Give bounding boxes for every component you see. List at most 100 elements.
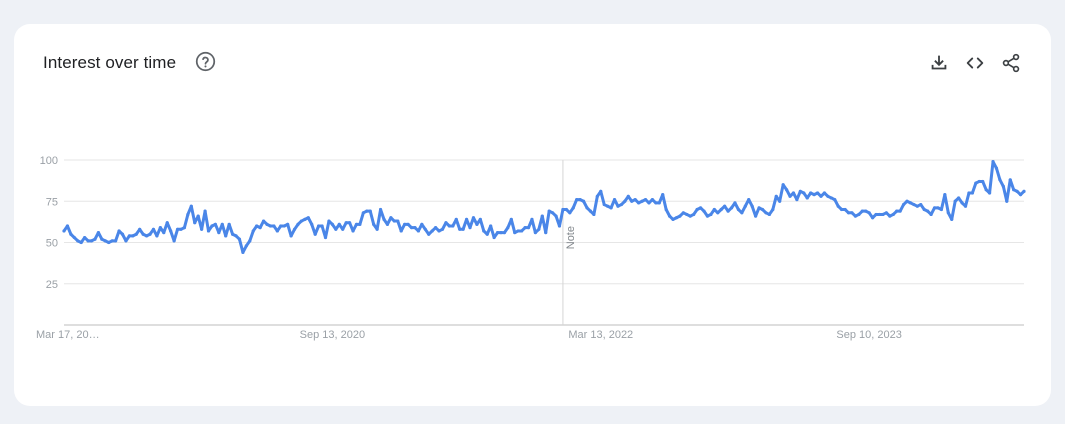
data-point xyxy=(330,222,334,226)
data-point xyxy=(908,201,913,205)
data-point xyxy=(303,217,307,221)
x-tick-label: Mar 17, 20… xyxy=(36,329,100,341)
data-point xyxy=(354,222,359,226)
data-point xyxy=(389,216,393,220)
data-point xyxy=(334,227,338,231)
data-point xyxy=(365,209,369,213)
data-point xyxy=(268,224,273,228)
data-point xyxy=(957,196,961,200)
data-point xyxy=(764,211,768,215)
data-point xyxy=(974,181,978,185)
share-icon[interactable] xyxy=(1000,52,1022,74)
data-point xyxy=(440,227,445,231)
data-point xyxy=(110,239,114,243)
data-point xyxy=(1018,193,1023,197)
data-point xyxy=(895,209,899,213)
data-point xyxy=(1008,178,1012,182)
data-point xyxy=(165,221,169,225)
data-point xyxy=(712,207,716,212)
data-point xyxy=(203,209,207,213)
y-tick-label: 100 xyxy=(40,155,58,167)
data-point xyxy=(69,232,73,236)
data-point xyxy=(815,191,820,195)
data-point xyxy=(76,239,80,243)
help-circle-icon[interactable] xyxy=(195,51,216,72)
data-point xyxy=(434,226,438,230)
data-point xyxy=(698,206,703,210)
data-point xyxy=(877,212,882,217)
data-point xyxy=(929,212,933,217)
data-point xyxy=(520,229,524,233)
data-point xyxy=(244,244,248,248)
data-point xyxy=(833,198,837,202)
data-point xyxy=(602,202,606,207)
data-point xyxy=(158,226,162,230)
series-line[interactable] xyxy=(62,160,1026,254)
data-point xyxy=(237,237,242,241)
data-point xyxy=(100,237,104,241)
data-point xyxy=(103,239,107,243)
data-point xyxy=(932,206,937,210)
data-point xyxy=(705,214,710,218)
data-point xyxy=(647,201,651,205)
data-point xyxy=(788,194,792,198)
data-point xyxy=(740,211,744,215)
data-point xyxy=(241,250,245,254)
data-point xyxy=(853,214,858,218)
data-point xyxy=(533,231,538,235)
data-point xyxy=(464,217,469,221)
data-point xyxy=(623,199,627,203)
data-point xyxy=(72,235,76,240)
data-point xyxy=(200,227,204,231)
data-point xyxy=(998,178,1002,182)
data-point xyxy=(506,226,510,230)
data-point xyxy=(554,214,558,218)
data-point xyxy=(482,229,486,233)
data-point xyxy=(289,234,293,238)
data-point xyxy=(981,179,985,184)
code-icon[interactable] xyxy=(964,52,986,74)
data-point xyxy=(502,231,507,235)
data-point xyxy=(485,232,489,236)
data-point xyxy=(661,193,665,197)
data-point xyxy=(871,216,875,220)
data-point xyxy=(767,212,771,217)
data-point xyxy=(953,199,957,203)
data-point xyxy=(784,188,789,192)
data-point xyxy=(341,227,345,231)
data-point xyxy=(495,231,500,235)
data-point xyxy=(537,227,541,231)
data-point xyxy=(736,207,741,212)
download-icon[interactable] xyxy=(928,52,950,74)
data-point xyxy=(540,214,544,218)
data-point xyxy=(378,207,383,212)
data-point xyxy=(347,221,352,225)
data-point xyxy=(726,209,730,213)
data-point xyxy=(650,198,654,202)
data-point xyxy=(516,229,520,233)
data-point xyxy=(664,207,668,212)
data-point xyxy=(857,212,861,217)
data-point xyxy=(994,166,999,170)
data-point xyxy=(279,224,283,228)
data-point xyxy=(795,198,799,202)
data-point xyxy=(805,196,809,200)
data-point xyxy=(912,202,916,207)
data-point xyxy=(960,201,964,205)
data-point xyxy=(258,226,262,230)
data-point xyxy=(489,224,493,228)
x-tick-label: Mar 13, 2022 xyxy=(568,329,633,341)
note-label[interactable]: Note xyxy=(565,226,577,249)
data-point xyxy=(771,207,775,212)
data-point xyxy=(588,209,593,213)
data-point xyxy=(134,232,138,236)
data-point xyxy=(688,214,692,218)
data-point xyxy=(919,202,923,207)
data-point xyxy=(860,209,864,213)
data-point xyxy=(169,229,173,233)
data-point xyxy=(963,204,968,208)
data-point xyxy=(385,222,390,226)
data-point xyxy=(599,189,603,193)
data-point xyxy=(189,204,193,208)
data-point xyxy=(846,211,851,215)
